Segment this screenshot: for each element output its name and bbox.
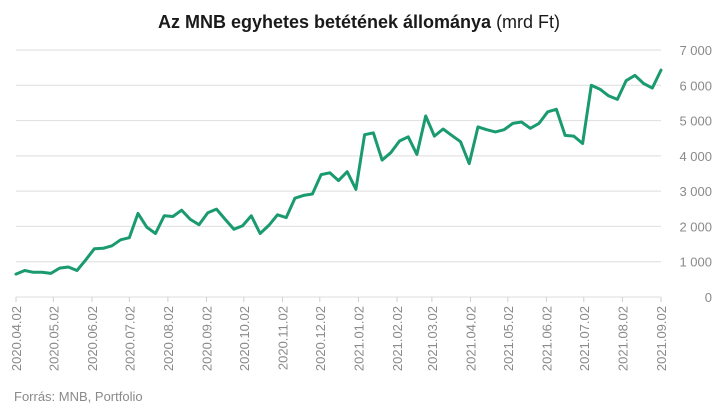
y-tick-label: 0 <box>705 290 712 305</box>
y-tick-label: 2 000 <box>679 219 712 234</box>
x-tick-label: 2020.10.02 <box>237 306 252 371</box>
x-tick-label: 2020.08.02 <box>161 306 176 371</box>
grid-lines <box>16 49 661 298</box>
series-group <box>14 68 663 276</box>
x-tick-label: 2020.07.02 <box>122 306 137 371</box>
x-tick-label: 2021.04.02 <box>463 306 478 371</box>
y-axis-ticks: 0 1 000 2 000 3 000 4 000 5 000 6 000 7 000 <box>679 43 712 305</box>
x-tick-label: 2021.03.02 <box>425 306 440 371</box>
x-tick-label: 2020.11.02 <box>275 306 290 370</box>
x-tick-label: 2021.06.02 <box>539 306 554 371</box>
x-tick-label: 2021.09.02 <box>654 306 669 371</box>
y-tick-label: 1 000 <box>679 255 712 270</box>
source-note: Forrás: MNB, Portfolio <box>14 389 143 404</box>
x-tick-label: 2021.08.02 <box>615 306 630 371</box>
x-tick-label: 2020.05.02 <box>46 306 61 371</box>
x-tick-label: 2020.12.02 <box>313 306 328 371</box>
y-tick-label: 5 000 <box>679 114 712 129</box>
y-tick-label: 6 000 <box>679 78 712 93</box>
series-line <box>14 68 663 276</box>
x-tick-label: 2021.02.02 <box>390 306 405 371</box>
chart-title: Az MNB egyhetes betétének állománya (mrd … <box>158 12 560 32</box>
y-tick-label: 7 000 <box>679 43 712 58</box>
y-tick-label: 4 000 <box>679 149 712 164</box>
x-axis-ticks: 2020.04.02 2020.05.02 2020.06.02 2020.07.02… <box>9 297 669 371</box>
x-tick-label: 2020.06.02 <box>85 306 100 371</box>
chart-title-text: Az MNB egyhetes betétének állománya <box>158 12 492 32</box>
chart-title-unit: (mrd Ft) <box>496 12 560 32</box>
x-tick-label: 2021.07.02 <box>577 306 592 371</box>
x-tick-label: 2021.01.02 <box>351 306 366 371</box>
x-tick-label: 2021.05.02 <box>501 306 516 371</box>
x-tick-label: 2020.04.02 <box>9 306 24 371</box>
x-tick-label: 2020.09.02 <box>200 306 215 371</box>
y-tick-label: 3 000 <box>679 184 712 199</box>
